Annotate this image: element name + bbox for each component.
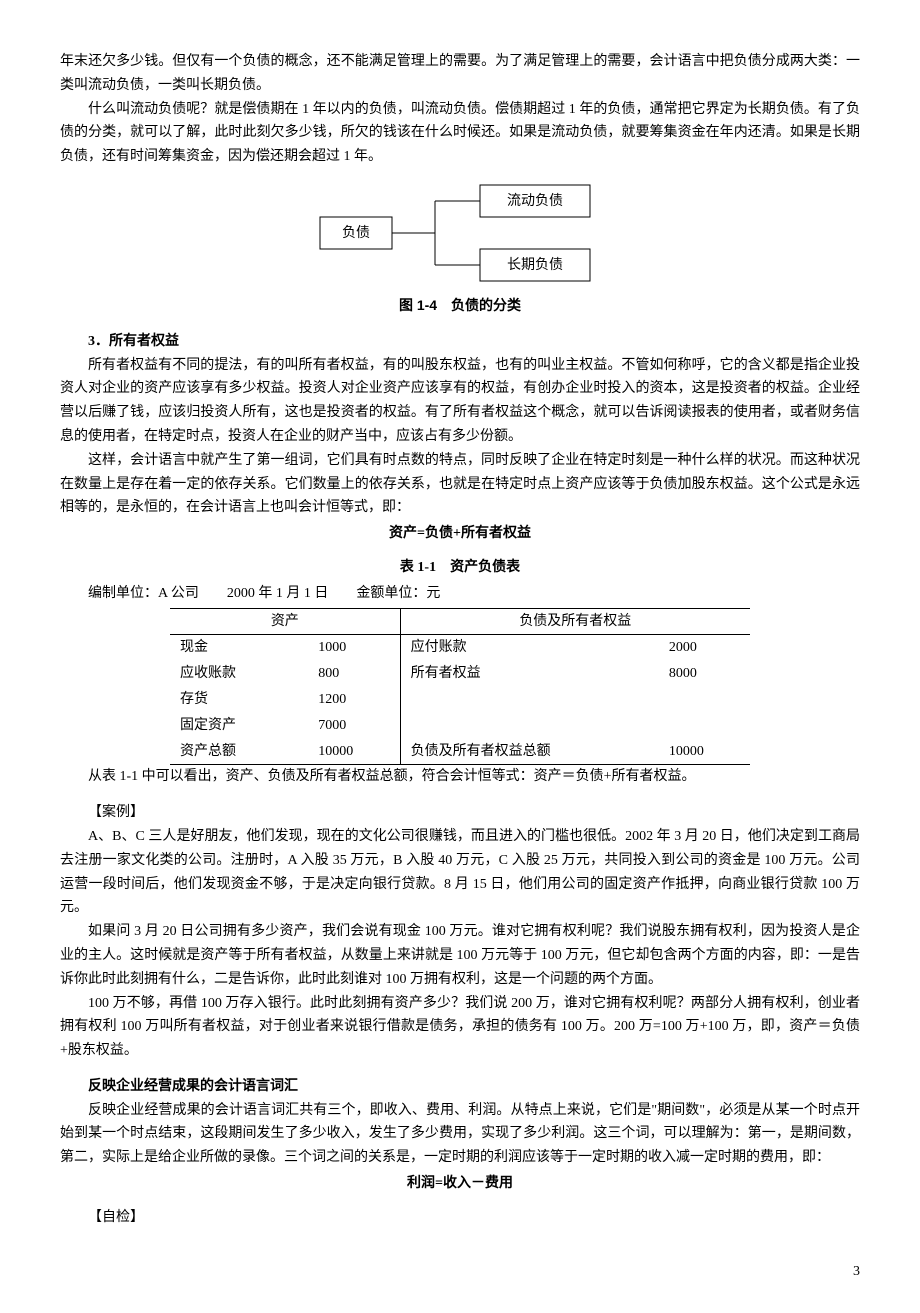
case-para-1: A、B、C 三人是好朋友，他们发现，现在的文化公司很赚钱，而且进入的门槛也很低。… [60,825,860,920]
table-cell: 应收账款 [170,661,278,687]
results-formula: 利润=收入－费用 [60,1172,860,1196]
table-cell: 1000 [278,635,400,661]
table-cell [400,713,629,739]
table-cell [629,687,750,713]
selfcheck-head: 【自检】 [60,1206,860,1230]
equity-para-2: 这样，会计语言中就产生了第一组词，它们具有时点数的特点，同时反映了企业在特定时刻… [60,449,860,520]
case-para-2: 如果问 3 月 20 日公司拥有多少资产，我们会说有现金 100 万元。谁对它拥… [60,920,860,991]
diagram-child2-label: 长期负债 [507,257,563,273]
table-meta: 编制单位：A 公司 2000 年 1 月 1 日 金额单位：元 [60,582,860,606]
diagram-child1-label: 流动负债 [507,193,563,209]
equity-para-1: 所有者权益有不同的提法，有的叫所有者权益，有的叫股东权益，也有的叫业主权益。不管… [60,354,860,449]
table-left-head: 资产 [170,608,400,635]
table-cell: 存货 [170,687,278,713]
diagram-caption: 图 1-4 负债的分类 [60,294,860,318]
table-cell: 固定资产 [170,713,278,739]
table-cell: 应付账款 [400,635,629,661]
table-cell: 800 [278,661,400,687]
table-right-head: 负债及所有者权益 [400,608,750,635]
table-cell: 7000 [278,713,400,739]
results-head: 反映企业经营成果的会计语言词汇 [60,1075,860,1099]
table-note: 从表 1-1 中可以看出，资产、负债及所有者权益总额，符合会计恒等式：资产＝负债… [60,765,860,789]
table-cell: 2000 [629,635,750,661]
results-para-1: 反映企业经营成果的会计语言词汇共有三个，即收入、费用、利润。从特点上来说，它们是… [60,1099,860,1170]
intro-para-1: 年末还欠多少钱。但仅有一个负债的概念，还不能满足管理上的需要。为了满足管理上的需… [60,50,860,98]
table-cell: 现金 [170,635,278,661]
table-cell: 8000 [629,661,750,687]
case-para-3: 100 万不够，再借 100 万存入银行。此时此刻拥有资产多少？我们说 200 … [60,992,860,1063]
table-cell: 负债及所有者权益总额 [400,739,629,765]
table-cell: 1200 [278,687,400,713]
table-cell [400,687,629,713]
table-title: 表 1-1 资产负债表 [60,556,860,580]
diagram-root-label: 负债 [342,225,370,241]
table-cell: 10000 [278,739,400,765]
page-number: 3 [60,1260,860,1284]
table-cell: 10000 [629,739,750,765]
table-cell [629,713,750,739]
table-cell: 资产总额 [170,739,278,765]
case-body: A、B、C 三人是好朋友，他们发现，现在的文化公司很赚钱，而且进入的门槛也很低。… [60,825,860,1063]
table-cell: 所有者权益 [400,661,629,687]
equity-head: 3．所有者权益 [60,330,860,354]
case-head: 【案例】 [60,801,860,825]
intro-para-2: 什么叫流动负债呢？就是偿债期在 1 年以内的负债，叫流动负债。偿债期超过 1 年… [60,98,860,169]
liability-diagram: 负债 流动负债 长期负债 [60,179,860,289]
balance-sheet-table: 资产 负债及所有者权益 现金 1000 应付账款 2000 应收账款 800 所… [170,608,750,766]
equity-formula: 资产=负债+所有者权益 [60,522,860,546]
